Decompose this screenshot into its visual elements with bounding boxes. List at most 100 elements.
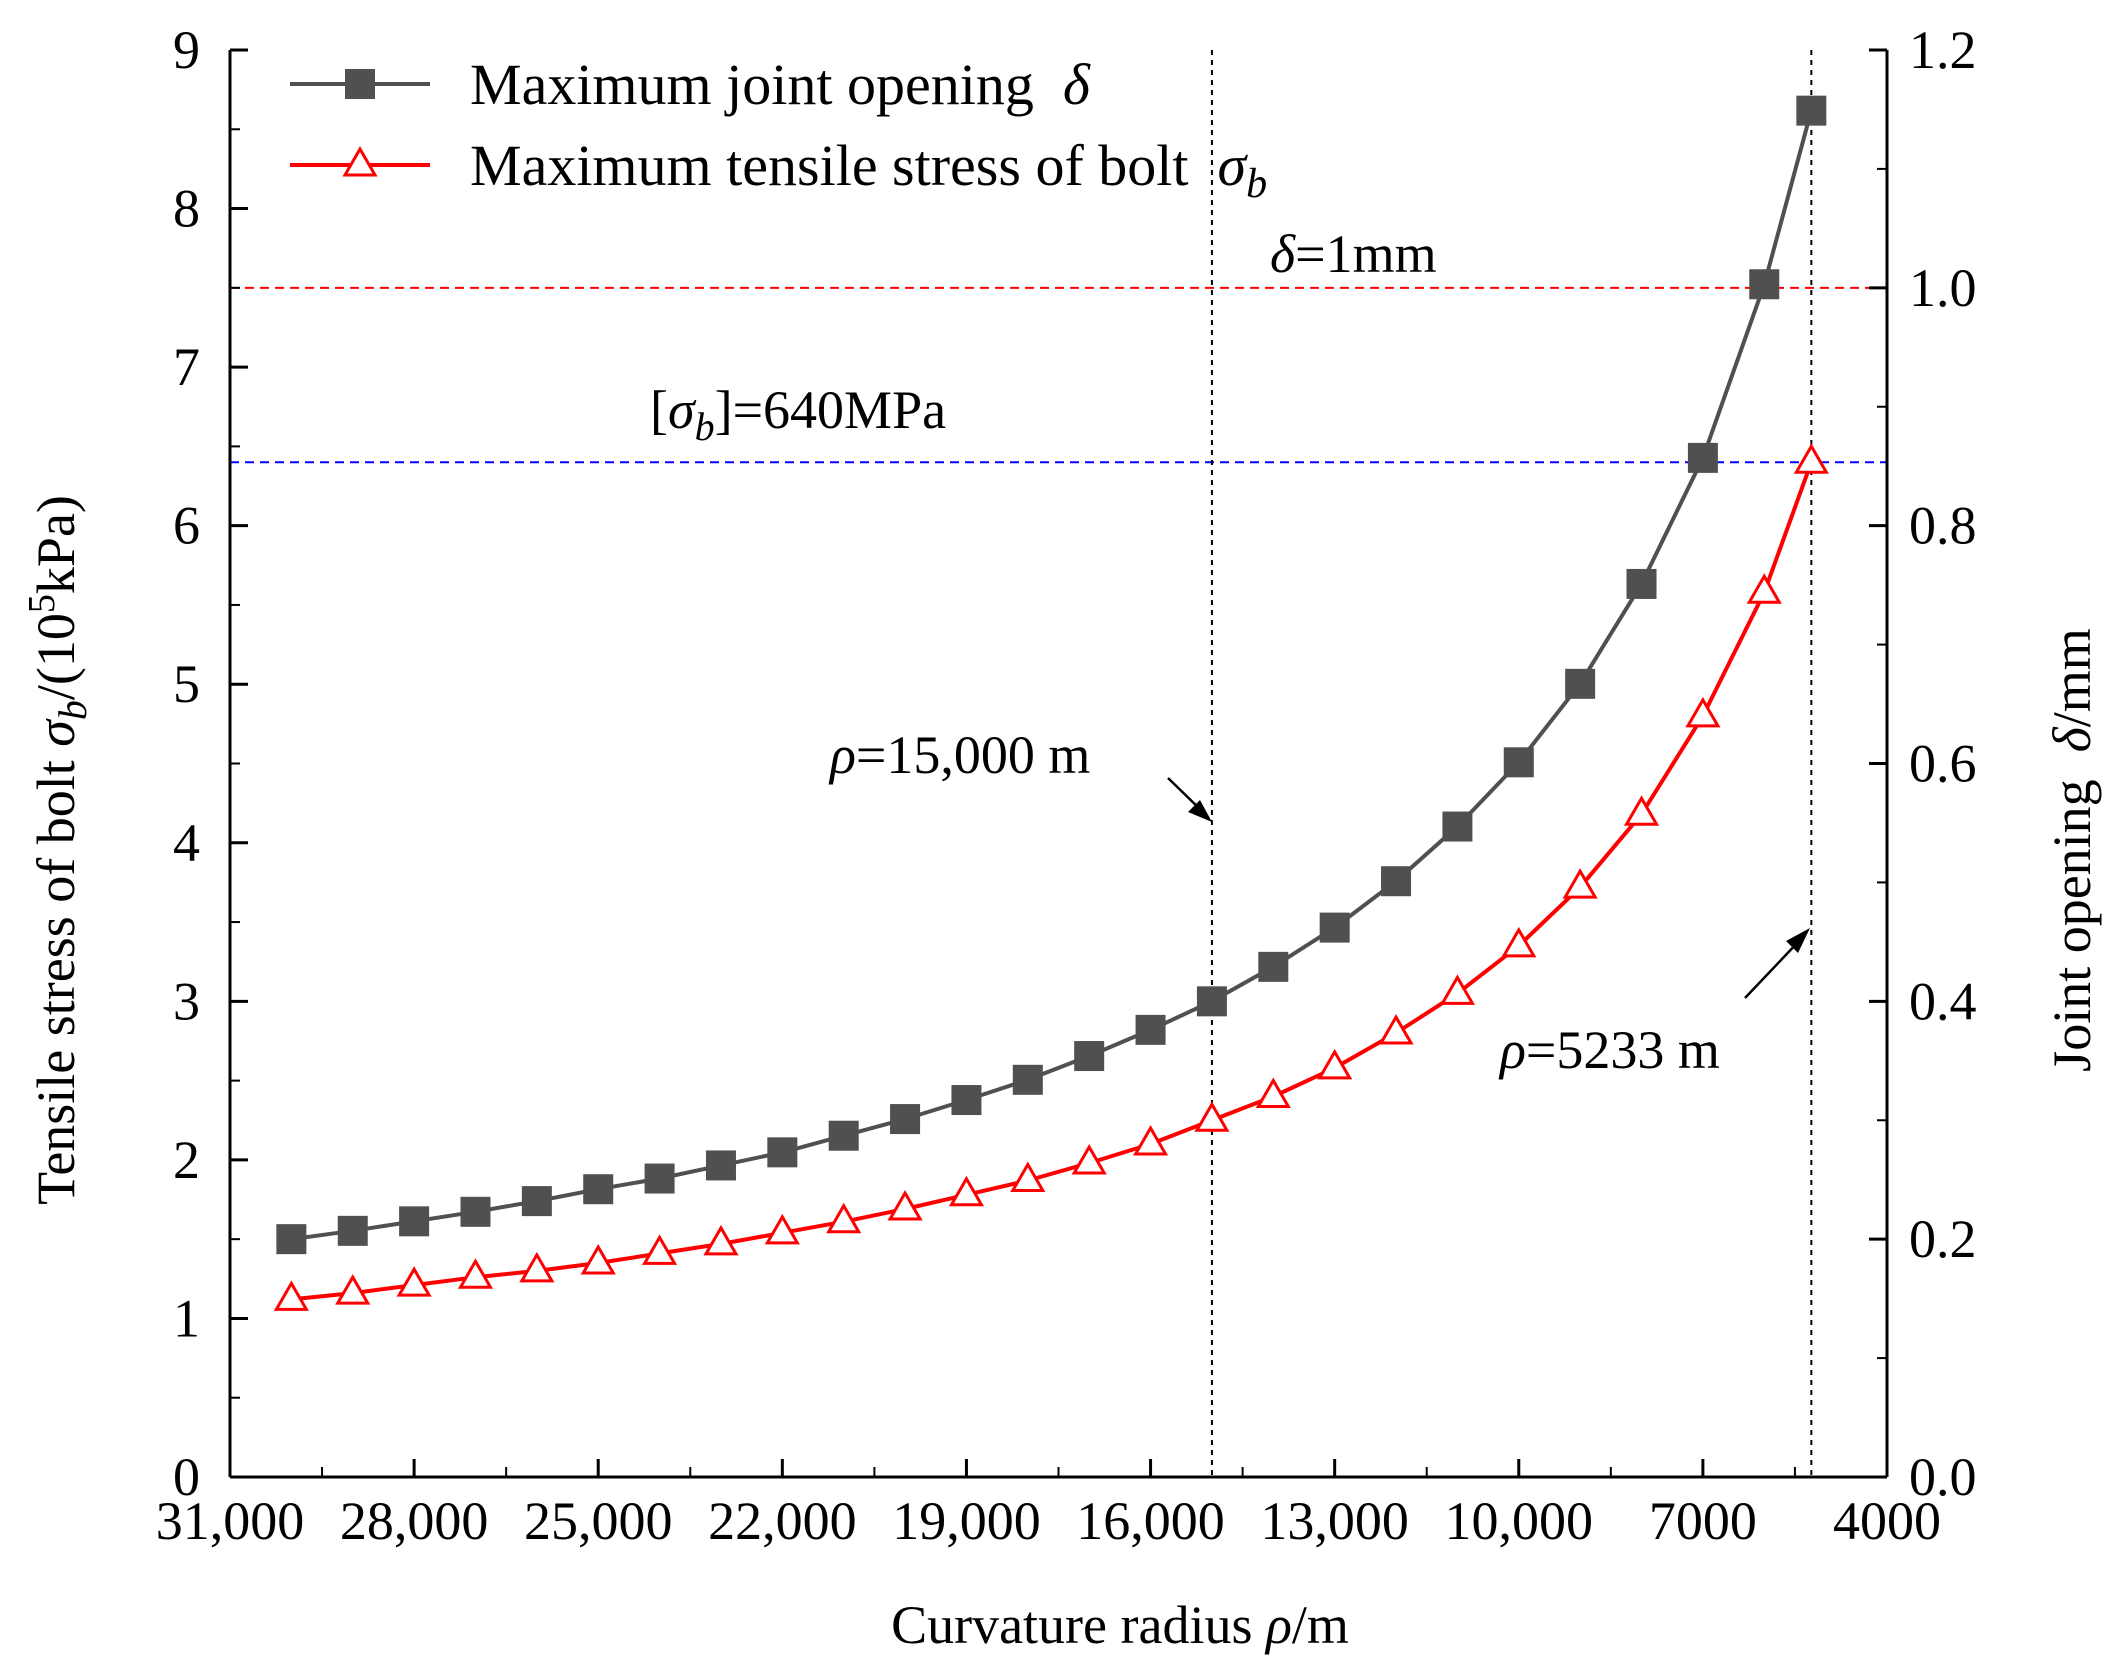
legend: Maximum joint opening δ Maximum tensile … — [290, 52, 1267, 207]
data-point-square — [1258, 951, 1289, 982]
data-point-square — [951, 1085, 982, 1116]
ref-label-rho-15000: ρ=15,000 m — [828, 725, 1090, 785]
legend-item-joint-opening: Maximum joint opening δ — [290, 52, 1091, 117]
data-point-square — [644, 1163, 675, 1194]
y-left-tick-label: 4 — [173, 813, 200, 873]
data-point-square — [1074, 1041, 1105, 1072]
y-right-tick-label: 0.2 — [1909, 1209, 1977, 1269]
x-tick-label: 7000 — [1649, 1491, 1757, 1551]
data-point-triangle — [335, 1274, 371, 1305]
arrow-rho-5233 — [1744, 928, 1810, 999]
x-tick-label: 19,000 — [892, 1491, 1041, 1551]
data-point-triangle — [1746, 573, 1782, 604]
y-left-tick-label: 3 — [173, 971, 200, 1031]
data-point-triangle — [273, 1280, 309, 1311]
y-left-tick-label: 6 — [173, 496, 200, 556]
data-point-square — [1503, 747, 1534, 778]
data-point-square — [460, 1196, 491, 1227]
series-triangle-open — [273, 443, 1829, 1311]
data-point-square — [1565, 668, 1596, 699]
data-point-triangle — [1194, 1101, 1230, 1132]
x-tick-label: 10,000 — [1445, 1491, 1594, 1551]
data-point-square — [1319, 912, 1350, 943]
data-point-square — [705, 1150, 736, 1181]
data-point-square — [521, 1186, 552, 1217]
data-point-triangle — [1562, 868, 1598, 899]
data-point-triangle — [580, 1243, 616, 1275]
y-left-tick-label: 0 — [173, 1447, 200, 1507]
data-point-square — [1687, 442, 1718, 473]
legend-marker-square — [345, 69, 375, 99]
data-point-triangle — [1378, 1014, 1414, 1045]
y-right-tick-label: 1.0 — [1909, 258, 1977, 318]
y-left-axis-ticks: 0 1 2 3 4 5 6 7 8 9 — [173, 20, 248, 1507]
data-point-triangle — [1793, 443, 1829, 474]
data-point-square — [399, 1206, 430, 1237]
y-left-tick-label: 1 — [173, 1288, 200, 1348]
data-point-triangle — [764, 1213, 800, 1245]
arrow-rho-15000 — [1167, 777, 1212, 822]
data-point-triangle — [1071, 1144, 1107, 1175]
data-point-square — [276, 1224, 307, 1255]
legend-label-joint-opening: Maximum joint opening δ — [470, 52, 1091, 117]
data-point-triangle — [1685, 696, 1721, 728]
data-point-square — [828, 1120, 859, 1151]
y-right-axis-title: Joint opening δ/mm — [2042, 628, 2102, 1072]
reference-lines — [230, 50, 1887, 1477]
y-left-tick-label: 8 — [173, 179, 200, 239]
data-point-triangle — [1010, 1161, 1046, 1193]
data-point-triangle — [703, 1224, 739, 1256]
data-point-triangle — [519, 1251, 555, 1283]
data-point-triangle — [396, 1266, 432, 1297]
x-tick-label: 25,000 — [524, 1491, 673, 1551]
y-left-tick-label: 2 — [173, 1130, 200, 1190]
y-left-axis-title: Tensile stress of bolt σb/(105kPa) — [21, 495, 95, 1205]
y-left-tick-label: 9 — [173, 20, 200, 80]
data-point-triangle — [1501, 926, 1537, 958]
ref-label-delta-1mm: δ=1mm — [1270, 224, 1437, 284]
data-point-square — [890, 1104, 921, 1135]
data-point-triangle — [1623, 795, 1660, 826]
data-point-square — [1196, 986, 1227, 1017]
data-point-square — [1626, 568, 1657, 599]
y-left-tick-label: 5 — [173, 654, 200, 714]
series-layer — [273, 95, 1829, 1311]
y-right-tick-label: 0.6 — [1909, 734, 1977, 794]
data-point-triangle — [1132, 1125, 1169, 1156]
y-right-tick-label: 0.0 — [1909, 1447, 1977, 1507]
data-point-triangle — [1255, 1077, 1291, 1108]
ref-label-rho-5233: ρ=5233 m — [1498, 1020, 1720, 1080]
data-point-square — [1381, 866, 1412, 897]
data-point-square — [583, 1174, 614, 1205]
legend-item-tensile-stress: Maximum tensile stress of bolt σb — [290, 133, 1267, 207]
data-point-square — [337, 1215, 368, 1246]
data-point-triangle — [826, 1202, 862, 1234]
y-left-tick-label: 7 — [173, 337, 200, 397]
data-point-triangle — [1439, 974, 1476, 1005]
data-point-triangle — [887, 1190, 923, 1221]
data-point-square — [767, 1137, 798, 1168]
data-point-square — [1012, 1064, 1043, 1095]
y-right-tick-label: 0.8 — [1909, 496, 1977, 556]
x-tick-label: 31,000 — [156, 1491, 305, 1551]
legend-label-tensile-stress: Maximum tensile stress of bolt σb — [470, 133, 1267, 207]
data-point-square — [1796, 95, 1827, 126]
data-point-triangle — [1317, 1048, 1353, 1080]
ref-label-sigma-640: [σb]=640MPa — [650, 380, 946, 449]
data-point-square — [1749, 269, 1780, 300]
legend-marker-triangle — [342, 145, 378, 177]
data-point-triangle — [641, 1234, 678, 1265]
data-point-triangle — [457, 1258, 494, 1289]
y-right-tick-label: 1.2 — [1909, 20, 1977, 80]
x-tick-label: 16,000 — [1076, 1491, 1225, 1551]
x-tick-label: 13,000 — [1260, 1491, 1409, 1551]
x-tick-label: 28,000 — [340, 1491, 489, 1551]
y-right-tick-label: 0.4 — [1909, 971, 1977, 1031]
x-axis-ticks: 31,000 28,000 25,000 22,000 19,000 16,000 13,0… — [156, 1459, 1941, 1551]
data-point-square — [1442, 811, 1473, 842]
series-square — [276, 95, 1827, 1255]
data-point-triangle — [948, 1175, 985, 1207]
y-right-axis-ticks: 0.0 0.2 0.4 0.6 0.8 1.0 1.2 — [1869, 20, 1977, 1507]
x-tick-label: 22,000 — [708, 1491, 857, 1551]
